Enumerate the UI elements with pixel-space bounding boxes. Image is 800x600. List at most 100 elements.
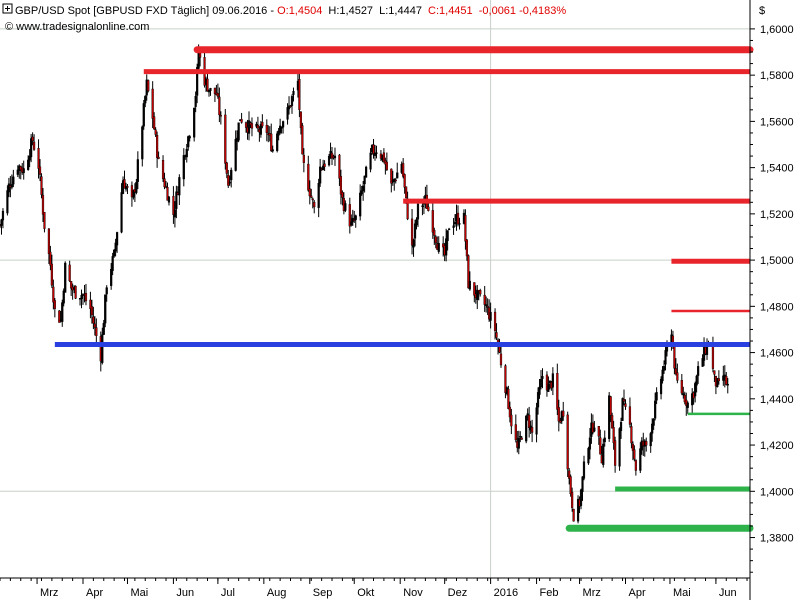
- x-tick-label: Mrz: [40, 587, 58, 599]
- candle-body-up: [697, 366, 700, 376]
- x-tick-label: Jun: [176, 587, 194, 599]
- candle-body-down: [624, 403, 627, 407]
- candle-body-down: [31, 136, 34, 141]
- candle: [394, 177, 397, 184]
- candle: [416, 202, 420, 227]
- candle-body-up: [651, 423, 654, 434]
- candle-body-down: [348, 204, 351, 227]
- candle: [456, 205, 460, 227]
- candle-body-down: [631, 443, 635, 451]
- candle: [207, 89, 211, 97]
- candle: [38, 159, 42, 182]
- candle-body-down: [156, 134, 159, 158]
- candle-body-down: [153, 116, 156, 130]
- candle-body-up: [453, 221, 457, 225]
- candle-body-up: [519, 435, 522, 438]
- candle-body-up: [319, 166, 322, 184]
- candle: [713, 370, 716, 382]
- candle-body-down: [427, 206, 430, 211]
- instrument-label: GBP/USD Spot [GBPUSD FXD Täglich] 09.06.…: [15, 5, 277, 17]
- candle: [93, 316, 96, 336]
- candles-layer: [0, 44, 729, 524]
- high-value: H:1,4527: [328, 5, 373, 17]
- candle: [237, 122, 240, 143]
- candle-body-up: [282, 121, 285, 128]
- candle: [270, 123, 273, 153]
- candle: [173, 201, 177, 228]
- candle: [61, 299, 64, 327]
- candle: [339, 169, 343, 205]
- candle-body-up: [173, 209, 177, 218]
- candle-body-up: [10, 184, 13, 188]
- candle-body-down: [301, 125, 304, 155]
- candle-body-down: [464, 215, 467, 242]
- candle: [224, 108, 227, 170]
- candle: [126, 184, 129, 195]
- candle-body-up: [661, 369, 664, 382]
- candle-body-up: [396, 172, 399, 179]
- x-tick-label: Jun: [719, 587, 737, 599]
- candle: [697, 361, 700, 384]
- candle: [609, 395, 612, 423]
- candle-body-up: [276, 133, 279, 151]
- candle-body-up: [141, 126, 144, 160]
- candle-body-up: [7, 183, 10, 193]
- candle-body-up: [187, 136, 190, 148]
- candle-body-up: [110, 269, 113, 286]
- candle-body-down: [270, 133, 273, 152]
- candle: [723, 365, 726, 388]
- candle-body-down: [568, 470, 571, 479]
- candle: [519, 431, 522, 443]
- candle-body-down: [479, 290, 482, 295]
- candle: [308, 180, 311, 205]
- candle: [359, 184, 362, 221]
- y-tick-label: 1,5200: [760, 209, 794, 221]
- candle-body-down: [467, 255, 470, 289]
- candle: [360, 185, 363, 196]
- candle: [520, 436, 523, 440]
- candle-body-down: [89, 299, 92, 309]
- candle-body-down: [38, 166, 42, 175]
- candle: [302, 148, 305, 173]
- candle: [363, 175, 366, 193]
- candle: [47, 227, 51, 265]
- candle: [683, 391, 686, 405]
- candle-body-down: [382, 152, 385, 162]
- candle-body-up: [526, 413, 529, 416]
- candle: [317, 178, 320, 218]
- candle: [182, 148, 185, 187]
- candle: [247, 111, 251, 141]
- candle-body-down: [307, 163, 310, 191]
- candle-body-down: [250, 123, 254, 129]
- candle-body-down: [628, 406, 632, 425]
- candle: [31, 132, 34, 146]
- y-tick-label: 1,4400: [760, 394, 794, 406]
- x-tick-label: Sep: [313, 587, 333, 599]
- candle-body-down: [298, 79, 301, 110]
- candle: [322, 159, 325, 171]
- candle: [639, 442, 642, 474]
- candle: [726, 378, 729, 394]
- candle: [525, 414, 528, 444]
- candle: [510, 408, 513, 435]
- candle-body-up: [259, 124, 262, 135]
- candle: [333, 147, 337, 166]
- candle-body-up: [359, 192, 362, 217]
- candle: [593, 420, 596, 433]
- candle: [725, 372, 728, 386]
- candle-body-down: [520, 437, 523, 440]
- y-tick-label: 1,3800: [760, 533, 794, 545]
- candle-body-up: [618, 428, 621, 467]
- x-tick-label: Feb: [540, 587, 559, 599]
- candle-body-down: [310, 195, 313, 198]
- candle: [486, 298, 489, 316]
- candle: [206, 71, 209, 92]
- x-tick-label: Mai: [130, 587, 148, 599]
- candle-body-down: [572, 508, 575, 522]
- candle-body-down: [676, 372, 679, 381]
- candle: [674, 358, 677, 376]
- candle: [292, 87, 295, 102]
- candle-body-down: [338, 154, 341, 179]
